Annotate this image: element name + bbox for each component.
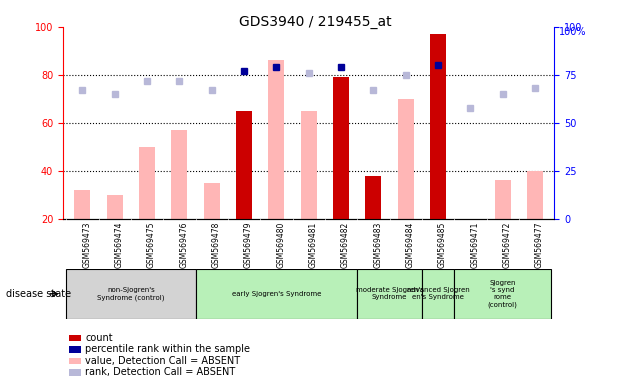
Bar xyxy=(365,176,381,219)
Bar xyxy=(301,111,317,219)
Bar xyxy=(454,269,551,319)
Text: GSM569471: GSM569471 xyxy=(471,221,479,268)
Text: rank, Detection Call = ABSENT: rank, Detection Call = ABSENT xyxy=(85,367,235,377)
Bar xyxy=(333,77,349,219)
Text: GDS3940 / 219455_at: GDS3940 / 219455_at xyxy=(239,15,391,29)
Bar xyxy=(74,190,91,219)
Text: value, Detection Call = ABSENT: value, Detection Call = ABSENT xyxy=(85,356,240,366)
Bar xyxy=(106,195,123,219)
Bar xyxy=(203,183,220,219)
Bar xyxy=(268,60,285,219)
Text: GSM569476: GSM569476 xyxy=(180,221,188,268)
Text: GSM569479: GSM569479 xyxy=(244,221,253,268)
Text: 100%: 100% xyxy=(559,27,586,37)
Bar xyxy=(527,171,543,219)
Bar xyxy=(139,147,155,219)
Text: GSM569474: GSM569474 xyxy=(115,221,123,268)
Text: moderate Sjogren's
Syndrome: moderate Sjogren's Syndrome xyxy=(355,287,423,300)
Bar xyxy=(171,130,188,219)
Text: GSM569472: GSM569472 xyxy=(503,221,512,268)
Text: non-Sjogren's
Syndrome (control): non-Sjogren's Syndrome (control) xyxy=(97,287,164,301)
Text: GSM569478: GSM569478 xyxy=(212,221,220,268)
Text: GSM569477: GSM569477 xyxy=(535,221,544,268)
Text: GSM569481: GSM569481 xyxy=(309,221,318,268)
Text: GSM569485: GSM569485 xyxy=(438,221,447,268)
Text: GSM569473: GSM569473 xyxy=(83,221,91,268)
Bar xyxy=(495,180,511,219)
Text: GSM569480: GSM569480 xyxy=(277,221,285,268)
Text: advanced Sjogren
en's Syndrome: advanced Sjogren en's Syndrome xyxy=(406,287,469,300)
Bar xyxy=(357,269,422,319)
Text: disease state: disease state xyxy=(6,289,71,299)
Text: Sjogren
's synd
rome
(control): Sjogren 's synd rome (control) xyxy=(488,280,518,308)
Text: early Sjogren's Syndrome: early Sjogren's Syndrome xyxy=(232,291,321,297)
Bar xyxy=(398,99,414,219)
Bar xyxy=(422,269,454,319)
Bar xyxy=(236,111,252,219)
Text: count: count xyxy=(85,333,113,343)
Text: GSM569484: GSM569484 xyxy=(406,221,415,268)
Bar xyxy=(430,34,446,219)
Bar xyxy=(195,269,357,319)
Bar xyxy=(66,269,195,319)
Text: GSM569483: GSM569483 xyxy=(374,221,382,268)
Text: GSM569482: GSM569482 xyxy=(341,221,350,268)
Text: GSM569475: GSM569475 xyxy=(147,221,156,268)
Text: percentile rank within the sample: percentile rank within the sample xyxy=(85,344,250,354)
